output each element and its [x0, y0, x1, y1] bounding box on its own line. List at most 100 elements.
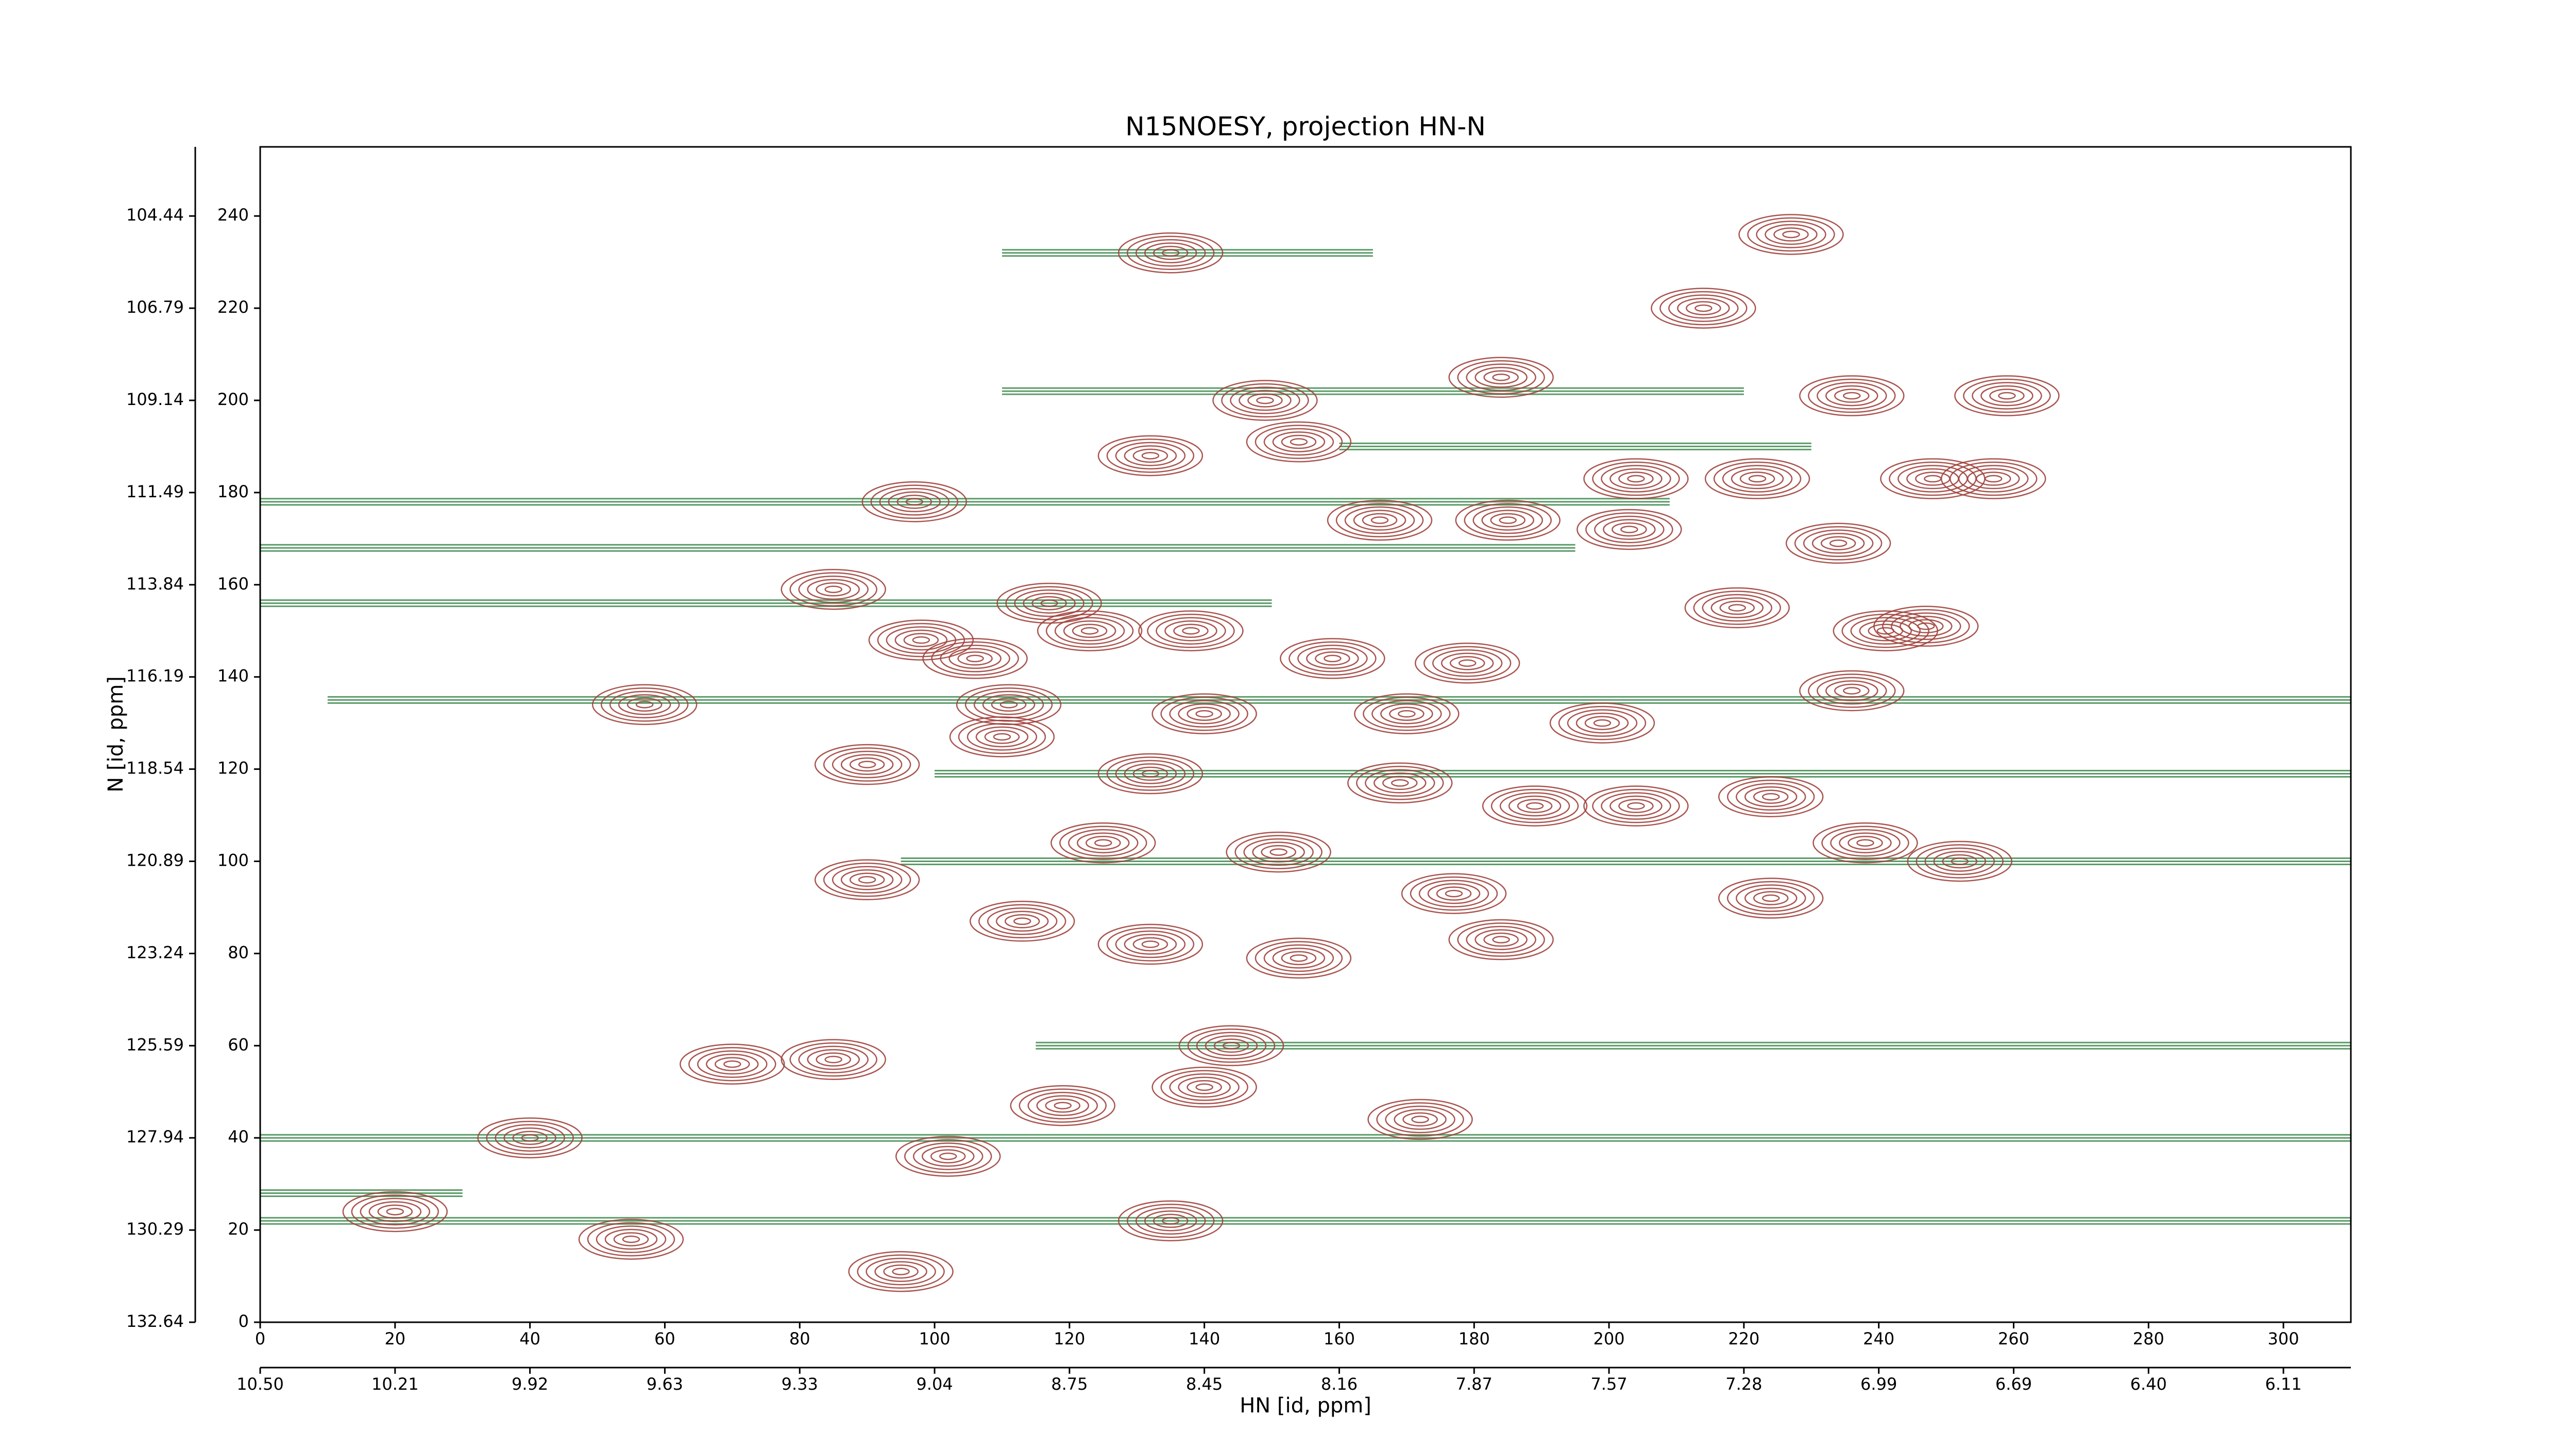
- peak-contour: [966, 654, 984, 663]
- peak-contour: [1834, 389, 1870, 403]
- x-ppm-tick-label: 6.11: [2265, 1374, 2301, 1394]
- peak-contour: [993, 733, 1011, 741]
- peak-contour: [1980, 385, 2033, 407]
- x-tick-label: 120: [1054, 1329, 1085, 1349]
- peak-contour: [1376, 1102, 1464, 1137]
- peak-contour: [706, 1053, 759, 1075]
- peak-contour: [1583, 458, 1689, 499]
- peak-contour: [342, 1191, 448, 1233]
- y-tick-label: 200: [217, 390, 249, 409]
- x-tick-label: 60: [654, 1329, 675, 1349]
- peak-contour: [982, 694, 1036, 715]
- peak-contour: [688, 1047, 776, 1082]
- peak-contour: [967, 723, 1038, 751]
- peak-contour: [1817, 677, 1887, 705]
- peak-contour: [1135, 239, 1206, 267]
- peak-contour: [1269, 848, 1287, 856]
- peak-contour: [1126, 235, 1215, 270]
- x-ppm-tick-label: 6.69: [1995, 1374, 2032, 1394]
- peak-contour: [1195, 1083, 1213, 1091]
- peak-contour: [1401, 873, 1507, 914]
- y-tick-label: 180: [217, 482, 249, 501]
- peak-contour: [858, 876, 876, 884]
- peak-contour: [1385, 1105, 1455, 1134]
- peak-contour: [1466, 925, 1536, 954]
- peak-contour: [1212, 380, 1318, 421]
- peak-contour: [1391, 779, 1409, 787]
- peak-contour: [1684, 587, 1790, 629]
- peak-contour: [1097, 753, 1204, 795]
- peak-contour: [715, 1057, 750, 1071]
- peak-contour: [781, 1039, 886, 1080]
- y-ppm-tick-label: 130.29: [126, 1219, 184, 1239]
- peak-contour: [495, 1124, 565, 1152]
- peak-contour: [1907, 840, 2013, 882]
- x-ppm-tick-label: 6.40: [2130, 1374, 2167, 1394]
- peak-contour: [1402, 1112, 1438, 1127]
- peak-contour: [1031, 596, 1067, 611]
- peak-contour: [1972, 382, 2042, 410]
- peak-contour: [1457, 360, 1545, 395]
- peak-contour: [1449, 656, 1485, 670]
- peak-contour: [1178, 1025, 1284, 1067]
- peak-contour: [948, 648, 1002, 669]
- peak-contour: [1811, 533, 1865, 554]
- chart-title: N15NOESY, projection HN-N: [1125, 112, 1486, 142]
- peak-contour: [1490, 788, 1579, 823]
- peak-contour: [903, 633, 939, 647]
- y-ppm-tick-label: 113.84: [126, 574, 184, 594]
- peak-contour: [1138, 610, 1244, 651]
- x-tick-label: 240: [1863, 1329, 1894, 1349]
- peak-contour: [1281, 951, 1317, 966]
- peak-contour: [1144, 242, 1197, 263]
- peak-contour: [613, 1232, 649, 1246]
- peak-contour: [1182, 627, 1200, 635]
- peak-contour: [351, 1194, 439, 1229]
- peak-contour: [996, 582, 1102, 624]
- peak-contour: [591, 684, 698, 726]
- peak-contour: [1418, 880, 1489, 907]
- peak-contour: [1686, 301, 1721, 315]
- peak-contour: [1382, 776, 1418, 790]
- peak-contour: [798, 575, 869, 603]
- peak-contour: [1097, 435, 1204, 477]
- x-ppm-tick-label: 9.04: [916, 1374, 953, 1394]
- peak-contour: [1508, 795, 1562, 817]
- y-ppm-tick-label: 125.59: [126, 1035, 184, 1054]
- peak-contour: [1702, 594, 1773, 622]
- peak-contour: [1843, 392, 1861, 400]
- y-ppm-tick-label: 120.89: [126, 850, 184, 870]
- peak-contour: [1059, 825, 1147, 860]
- peak-contour: [1173, 624, 1209, 638]
- peak-contour: [1592, 788, 1680, 823]
- peak-contour: [1882, 609, 1970, 644]
- x-tick-label: 220: [1728, 1329, 1759, 1349]
- peak-contour: [1141, 452, 1160, 460]
- peak-contour: [1054, 617, 1125, 645]
- peak-contour: [600, 687, 689, 722]
- peak-contour: [1627, 475, 1645, 483]
- peak-contour: [1196, 1032, 1267, 1060]
- y-ppm-tick-label: 118.54: [126, 759, 184, 778]
- peak-contour: [1825, 680, 1878, 701]
- peak-contour: [1856, 839, 1874, 847]
- peak-contour: [1891, 612, 1961, 641]
- peak-contour: [857, 1254, 945, 1289]
- peak-contour: [1147, 613, 1235, 648]
- peak-contour: [895, 1136, 1001, 1177]
- peak-contour: [1850, 617, 1921, 645]
- peak-contour: [1160, 1070, 1248, 1105]
- peak-contour: [1659, 291, 1748, 326]
- peak-contour: [1272, 948, 1326, 969]
- x-tick-label: 260: [1998, 1329, 2029, 1349]
- peak-contour: [1432, 649, 1503, 677]
- x-ppm-tick-label: 8.16: [1321, 1374, 1358, 1394]
- peak-contour: [1526, 802, 1544, 810]
- peak-contour: [609, 690, 680, 719]
- peak-contour: [849, 757, 885, 772]
- peak-contour: [1601, 465, 1671, 493]
- peak-contour: [1106, 439, 1195, 473]
- peak-contour: [1380, 703, 1433, 724]
- x-tick-label: 180: [1459, 1329, 1490, 1349]
- peak-contour: [1817, 382, 1887, 410]
